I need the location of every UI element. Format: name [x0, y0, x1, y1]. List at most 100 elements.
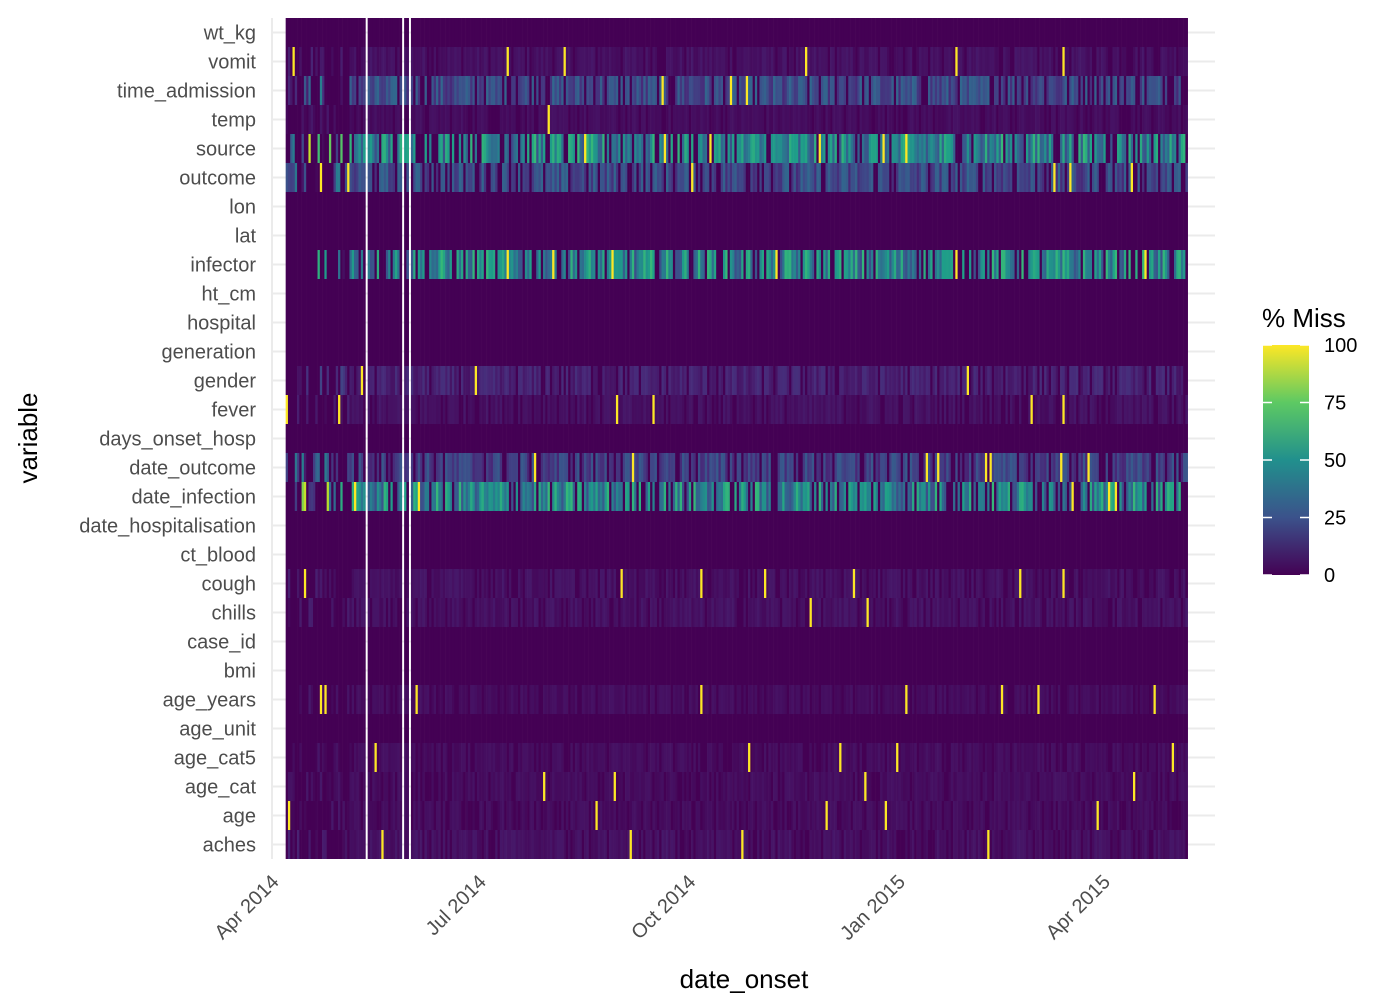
heatmap-tile — [442, 47, 446, 76]
heatmap-tile — [729, 279, 733, 308]
heatmap-tile — [836, 308, 840, 337]
heatmap-tile — [991, 192, 995, 221]
heatmap-tile — [766, 366, 769, 395]
heatmap-tile — [905, 163, 908, 192]
heatmap-tile — [529, 47, 532, 76]
heatmap-tile — [1053, 337, 1056, 366]
heatmap-tile — [836, 134, 840, 163]
heatmap-tile — [871, 76, 874, 105]
heatmap-tile — [841, 337, 845, 366]
heatmap-tile — [720, 163, 724, 192]
heatmap-tile — [1085, 18, 1088, 47]
heatmap-tile — [540, 105, 544, 134]
heatmap-tile — [939, 163, 942, 192]
heatmap-tile — [809, 105, 813, 134]
heatmap-tile — [545, 134, 548, 163]
heatmap-tile — [666, 18, 669, 47]
heatmap-tile — [832, 192, 835, 221]
heatmap-tile — [543, 337, 546, 366]
heatmap-tile — [638, 308, 642, 337]
heatmap-tile — [761, 337, 765, 366]
heatmap-tile — [1178, 308, 1182, 337]
heatmap-tile — [1164, 250, 1168, 279]
heatmap-tile — [584, 105, 587, 134]
heatmap-tile — [925, 18, 929, 47]
heatmap-tile — [1103, 105, 1106, 134]
heatmap-tile — [1005, 105, 1009, 134]
heatmap-tile — [702, 163, 706, 192]
heatmap-tile — [1117, 134, 1120, 163]
heatmap-tile — [1133, 18, 1136, 47]
heatmap-tile — [805, 221, 808, 250]
heatmap-tile — [656, 250, 660, 279]
heatmap-tile — [606, 221, 610, 250]
heatmap-tile — [1142, 105, 1145, 134]
heatmap-tile — [313, 18, 316, 47]
heatmap-tile — [333, 18, 337, 47]
heatmap-tile — [511, 105, 514, 134]
heatmap-tile — [315, 279, 318, 308]
heatmap-tile — [700, 105, 703, 134]
heatmap-tile — [1107, 308, 1111, 337]
heatmap-tile — [611, 192, 614, 221]
heatmap-tile — [440, 163, 444, 192]
heatmap-tile — [875, 221, 879, 250]
heatmap-tile — [324, 366, 327, 395]
heatmap-tile — [996, 18, 999, 47]
heatmap-tile — [301, 47, 305, 76]
heatmap-tile — [1035, 192, 1038, 221]
heatmap-tile — [921, 47, 924, 76]
heatmap-tile — [486, 221, 489, 250]
heatmap-tile — [802, 47, 806, 76]
heatmap-tile — [531, 47, 535, 76]
heatmap-tile — [836, 366, 840, 395]
heatmap-tile — [727, 250, 731, 279]
heatmap-tile — [750, 18, 753, 47]
heatmap-tile — [647, 134, 651, 163]
heatmap-tile — [495, 308, 498, 337]
heatmap-tile — [871, 337, 874, 366]
heatmap-tile — [518, 192, 521, 221]
heatmap-tile — [363, 337, 366, 366]
heatmap-tile — [1144, 134, 1147, 163]
heatmap-tile — [1101, 18, 1104, 47]
heatmap-tile — [360, 279, 364, 308]
heatmap-tile — [989, 221, 993, 250]
heatmap-tile — [285, 18, 289, 47]
heatmap-tile — [1066, 221, 1070, 250]
heatmap-tile — [404, 18, 407, 47]
heatmap-tile — [533, 163, 537, 192]
heatmap-tile — [877, 308, 881, 337]
heatmap-tile — [1069, 105, 1072, 134]
heatmap-tile — [449, 47, 453, 76]
heatmap-tile — [381, 250, 384, 279]
heatmap-tile — [565, 221, 569, 250]
heatmap-tile — [855, 163, 858, 192]
heatmap-tile — [898, 18, 901, 47]
heatmap-tile — [654, 221, 658, 250]
heatmap-tile — [552, 337, 555, 366]
heatmap-tile — [766, 250, 769, 279]
heatmap-tile — [360, 366, 364, 395]
heatmap-tile — [1171, 105, 1175, 134]
heatmap-tile — [668, 134, 671, 163]
heatmap-tile — [520, 337, 523, 366]
heatmap-tile — [934, 221, 938, 250]
heatmap-tile — [445, 192, 448, 221]
heatmap-tile — [618, 18, 621, 47]
heatmap-tile — [449, 18, 453, 47]
heatmap-tile — [533, 221, 537, 250]
heatmap-tile — [741, 279, 744, 308]
heatmap-tile — [508, 134, 512, 163]
heatmap-tile — [333, 250, 337, 279]
heatmap-tile — [736, 337, 740, 366]
heatmap-tile — [342, 18, 346, 47]
heatmap-tile — [1085, 105, 1088, 134]
heatmap-tile — [536, 366, 539, 395]
heatmap-tile — [718, 134, 722, 163]
heatmap-tile — [356, 221, 359, 250]
heatmap-tile — [1030, 279, 1034, 308]
heatmap-tile — [823, 47, 826, 76]
heatmap-tile — [695, 163, 699, 192]
heatmap-tile — [898, 134, 901, 163]
